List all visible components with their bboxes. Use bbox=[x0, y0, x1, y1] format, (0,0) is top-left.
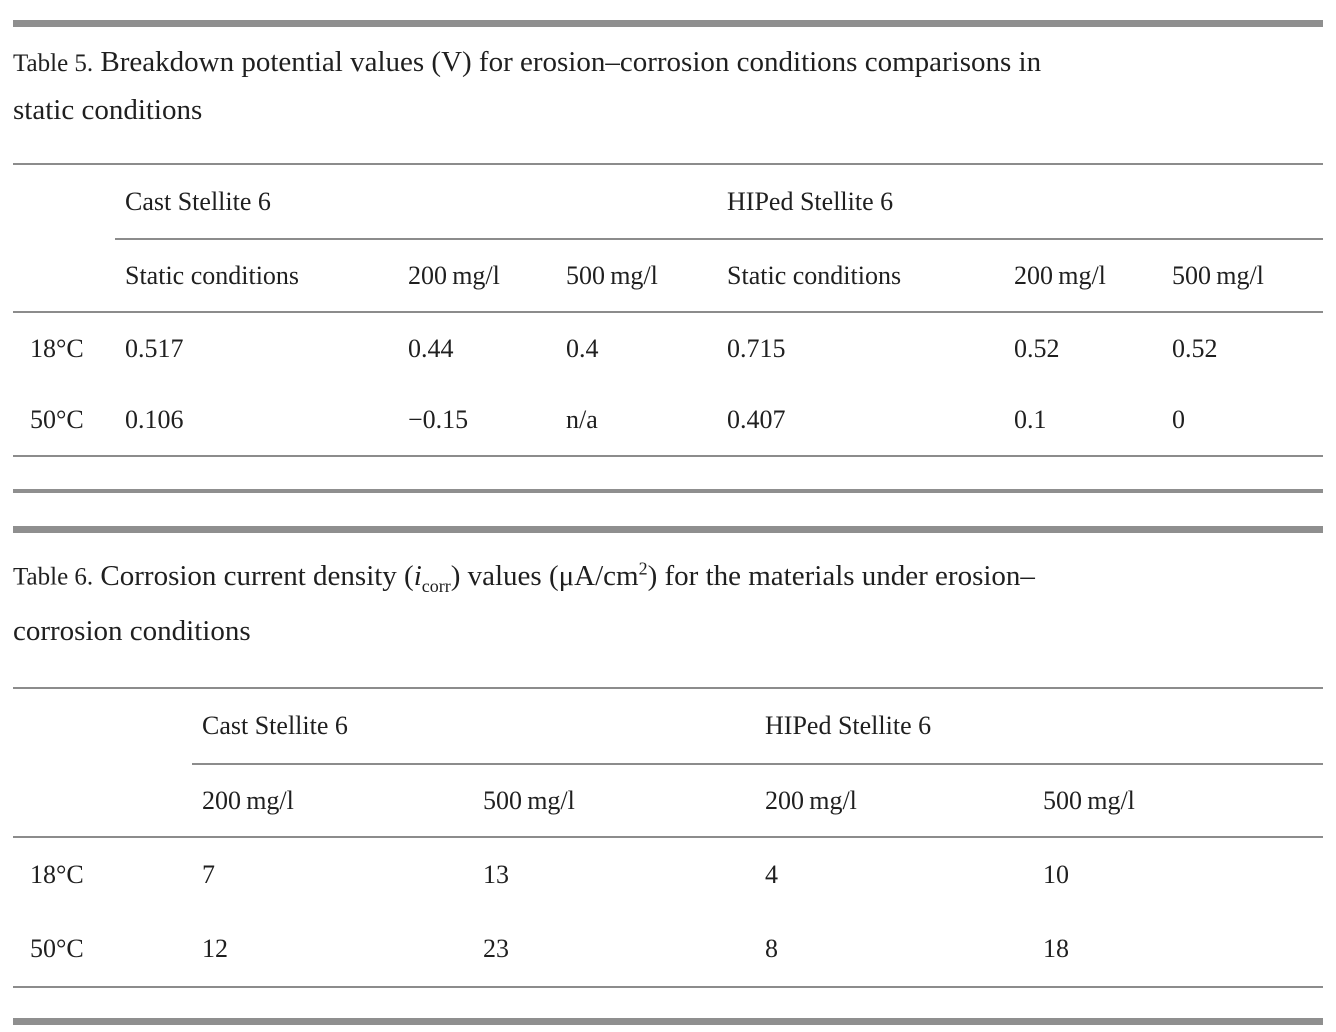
table-cell: 18 bbox=[1033, 912, 1324, 989]
table6-corner-cell bbox=[13, 687, 192, 765]
table6: Cast Stellite 6 HIPed Stellite 6 200 mg/… bbox=[13, 687, 1324, 989]
table-cell: 0.52 bbox=[1172, 333, 1218, 363]
table-cell: 4 bbox=[765, 860, 779, 890]
table-cell: 13 bbox=[483, 860, 509, 890]
table6-top-bar bbox=[13, 526, 1323, 533]
table5-subheader: Static conditions bbox=[717, 239, 1005, 313]
table-cell: 8 bbox=[755, 912, 1034, 989]
table5-group-cast: Cast Stellite 6 bbox=[115, 163, 718, 240]
table-cell: 0 bbox=[1162, 384, 1324, 457]
table5-caption-line1: Breakdown potential values (V) for erosi… bbox=[100, 46, 1042, 78]
table5-subheader: 200 mg/l bbox=[398, 239, 556, 313]
table6-subheader: 200 mg/l bbox=[755, 764, 1034, 839]
table5-subheader: 500 mg/l bbox=[556, 239, 718, 313]
table6-row-18c: 18°C 7 13 4 10 bbox=[13, 837, 1323, 912]
table6-caption-label: Table 6. bbox=[13, 563, 94, 591]
cm2-superscript: 2 bbox=[638, 558, 648, 578]
table5-subheader-row: Static conditions 200 mg/l 500 mg/l Stat… bbox=[13, 239, 1324, 313]
table6-caption: Table 6. Corrosion current density (icor… bbox=[13, 545, 1323, 654]
row-label: 18°C bbox=[30, 333, 84, 363]
table-cell: 0.106 bbox=[115, 384, 398, 457]
table5-row-50c: 50°C 0.106 −0.15 n/a 0.407 0.1 0 bbox=[13, 384, 1324, 457]
table5-top-bar bbox=[13, 20, 1323, 27]
row-label: 50°C bbox=[13, 912, 192, 989]
table5-caption-line2: static conditions bbox=[13, 94, 203, 126]
table5-subheader: 200 mg/l bbox=[1004, 239, 1163, 313]
table5-caption: Table 5. Breakdown potential values (V) … bbox=[13, 39, 1323, 133]
table6-group-cast: Cast Stellite 6 bbox=[192, 687, 756, 766]
table-cell: 0.1 bbox=[1004, 384, 1163, 457]
table6-subheader: 500 mg/l bbox=[473, 764, 756, 839]
table-cell: 7 bbox=[202, 860, 215, 890]
table5-subheader: 500 mg/l bbox=[1162, 239, 1324, 313]
table5-caption-label: Table 5. bbox=[13, 50, 94, 77]
table5-block: Table 5. Breakdown potential values (V) … bbox=[13, 20, 1324, 493]
table5-subheader-empty bbox=[13, 239, 115, 313]
table-cell: 0.44 bbox=[408, 333, 454, 363]
table-cell: 23 bbox=[473, 912, 756, 989]
table-cell: −0.15 bbox=[398, 384, 556, 457]
table6-subheader: 500 mg/l bbox=[1033, 764, 1324, 839]
table-cell: n/a bbox=[556, 384, 718, 457]
table5: Cast Stellite 6 HIPed Stellite 6 Static … bbox=[13, 163, 1324, 457]
table5-corner-cell bbox=[13, 163, 115, 239]
table6-bottom-bar bbox=[13, 1018, 1323, 1026]
table6-subheader-row: 200 mg/l 500 mg/l 200 mg/l 500 mg/l bbox=[13, 764, 1324, 839]
table-cell: 12 bbox=[192, 912, 473, 989]
table5-row-18c: 18°C 0.517 0.44 0.4 0.715 0.52 0.52 bbox=[13, 312, 1323, 384]
table-cell: 0.715 bbox=[727, 333, 786, 363]
icorr-subscript: corr bbox=[421, 575, 451, 596]
table-cell: 0.517 bbox=[125, 333, 184, 363]
table6-row-50c: 50°C 12 23 8 18 bbox=[13, 912, 1324, 989]
table-cell: 10 bbox=[1043, 860, 1070, 890]
table6-caption-line2: corrosion conditions bbox=[13, 615, 251, 648]
table6-group-header-row: Cast Stellite 6 HIPed Stellite 6 bbox=[13, 687, 1324, 766]
row-label: 50°C bbox=[13, 384, 115, 457]
table6-group-hiped: HIPed Stellite 6 bbox=[755, 687, 1324, 766]
row-label: 18°C bbox=[30, 860, 84, 890]
table6-caption-line1: Corrosion current density (icorr) values… bbox=[100, 558, 1035, 596]
table-cell: 0.4 bbox=[566, 333, 599, 363]
icorr-symbol: i bbox=[413, 559, 422, 592]
table6-subheader-empty bbox=[13, 764, 192, 839]
table-cell: 0.52 bbox=[1014, 333, 1060, 363]
table6-subheader: 200 mg/l bbox=[192, 764, 473, 839]
table6-block: Table 6. Corrosion current density (icor… bbox=[13, 526, 1324, 1026]
table5-bottom-bar bbox=[13, 489, 1323, 493]
table5-subheader: Static conditions bbox=[115, 239, 398, 313]
table5-group-header-row: Cast Stellite 6 HIPed Stellite 6 bbox=[13, 163, 1324, 240]
table5-group-hiped: HIPed Stellite 6 bbox=[717, 163, 1324, 240]
table-cell: 0.407 bbox=[717, 384, 1005, 457]
